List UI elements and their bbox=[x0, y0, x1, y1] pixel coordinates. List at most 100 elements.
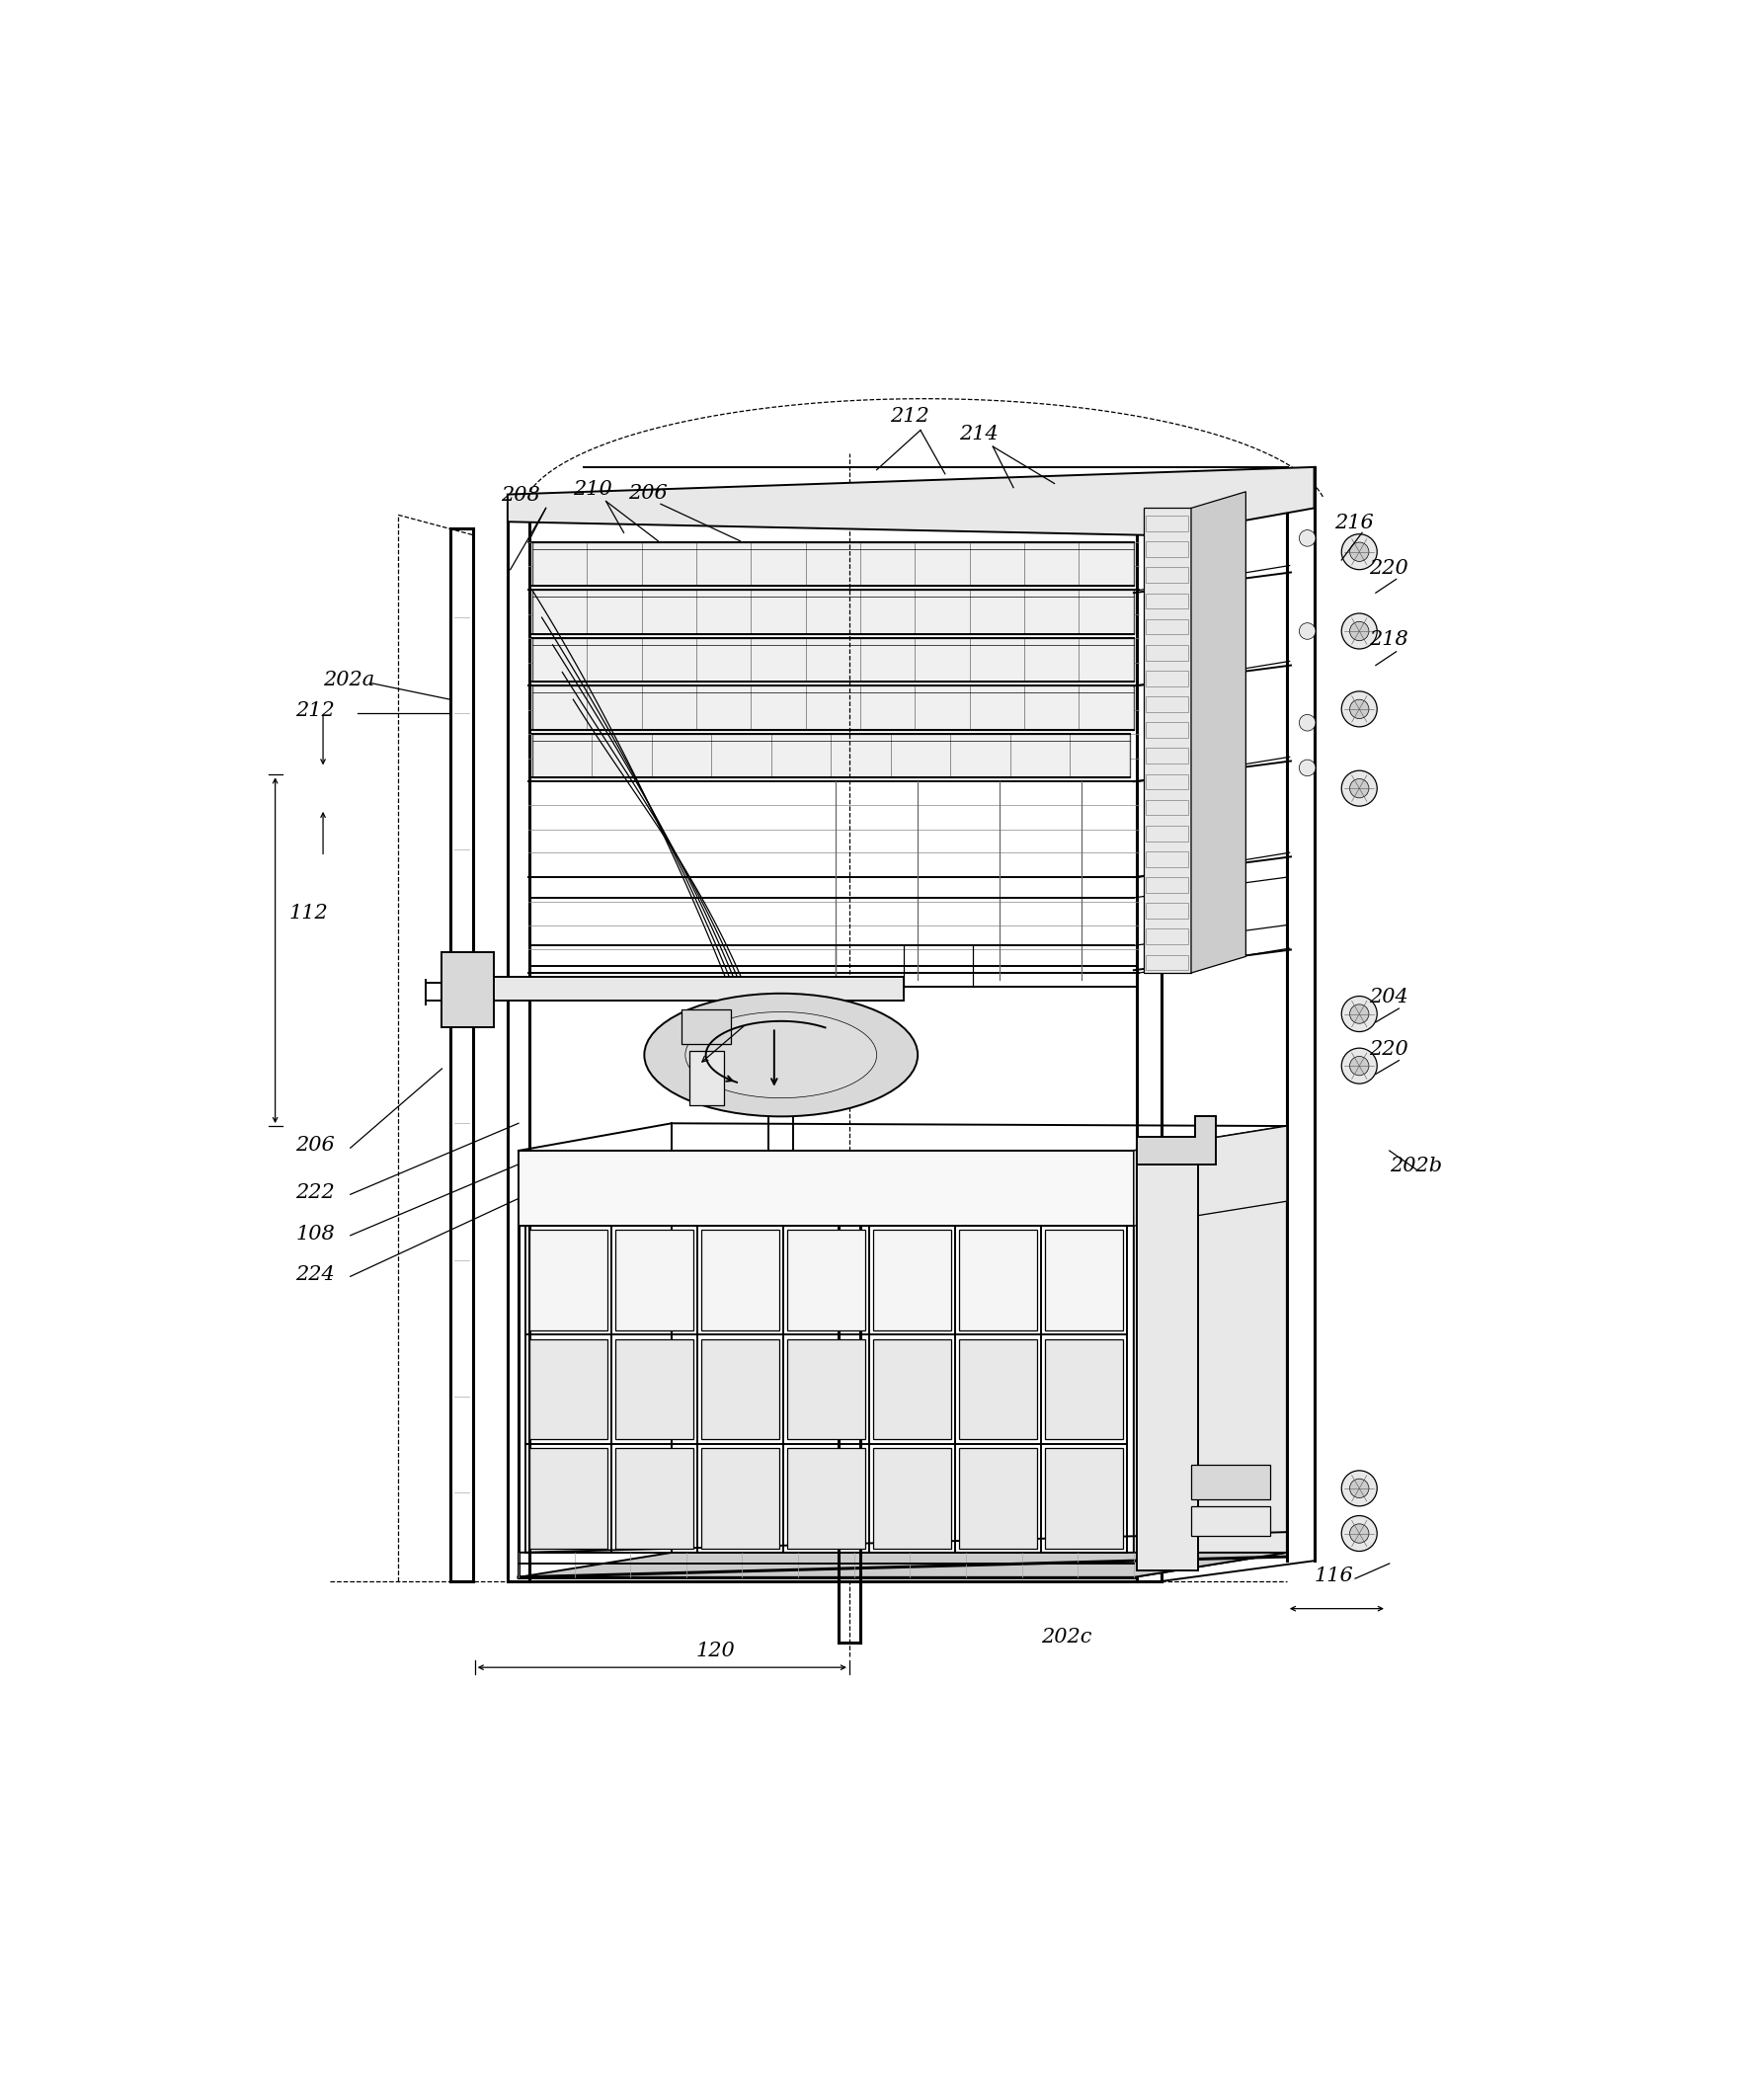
Bar bbox=[1147, 618, 1189, 635]
Polygon shape bbox=[616, 1448, 693, 1548]
Text: 206: 206 bbox=[628, 485, 667, 503]
Circle shape bbox=[1341, 1517, 1378, 1552]
Polygon shape bbox=[529, 1448, 607, 1548]
Text: 210: 210 bbox=[573, 480, 612, 499]
Bar bbox=[1147, 902, 1189, 919]
Circle shape bbox=[1341, 614, 1378, 650]
Polygon shape bbox=[616, 1339, 693, 1439]
Circle shape bbox=[1298, 623, 1316, 639]
Bar bbox=[1147, 955, 1189, 969]
Polygon shape bbox=[1191, 491, 1245, 973]
Polygon shape bbox=[787, 1448, 864, 1548]
Polygon shape bbox=[508, 468, 1314, 535]
Polygon shape bbox=[960, 1448, 1037, 1548]
Bar bbox=[1147, 516, 1189, 531]
Polygon shape bbox=[616, 1230, 693, 1331]
Circle shape bbox=[1341, 691, 1378, 727]
Polygon shape bbox=[533, 637, 1134, 681]
Circle shape bbox=[1341, 1049, 1378, 1084]
Circle shape bbox=[1349, 1057, 1369, 1076]
Bar bbox=[1147, 930, 1189, 944]
Bar bbox=[1147, 852, 1189, 867]
Text: 112: 112 bbox=[289, 902, 328, 921]
Circle shape bbox=[1349, 1523, 1369, 1544]
Text: 212: 212 bbox=[296, 702, 335, 721]
Text: 216: 216 bbox=[1335, 514, 1374, 533]
Polygon shape bbox=[960, 1339, 1037, 1439]
Bar bbox=[1147, 671, 1189, 685]
Text: 220: 220 bbox=[1369, 560, 1408, 579]
Bar bbox=[1147, 773, 1189, 790]
Polygon shape bbox=[1044, 1448, 1124, 1548]
Ellipse shape bbox=[684, 1011, 877, 1099]
Circle shape bbox=[1298, 714, 1316, 731]
Bar bbox=[1147, 568, 1189, 583]
Bar bbox=[1147, 696, 1189, 712]
Polygon shape bbox=[533, 685, 1134, 729]
Text: 224: 224 bbox=[296, 1266, 335, 1285]
Polygon shape bbox=[1044, 1230, 1124, 1331]
Bar bbox=[1136, 1157, 1198, 1571]
Text: 218: 218 bbox=[1369, 631, 1408, 650]
Text: 206: 206 bbox=[296, 1136, 335, 1155]
Bar bbox=[1147, 825, 1189, 842]
Polygon shape bbox=[529, 1230, 607, 1331]
Bar bbox=[1191, 1464, 1270, 1500]
Polygon shape bbox=[960, 1230, 1037, 1331]
Bar bbox=[1147, 800, 1189, 815]
Bar bbox=[1147, 748, 1189, 765]
Polygon shape bbox=[702, 1339, 780, 1439]
Polygon shape bbox=[702, 1448, 780, 1548]
Polygon shape bbox=[702, 1230, 780, 1331]
Bar bbox=[1147, 541, 1189, 558]
Polygon shape bbox=[1134, 1126, 1288, 1577]
Text: 204: 204 bbox=[1369, 988, 1408, 1007]
Polygon shape bbox=[533, 589, 1134, 633]
Text: 202b: 202b bbox=[1390, 1157, 1441, 1176]
Bar bbox=[681, 1009, 730, 1044]
Circle shape bbox=[1349, 543, 1369, 562]
Polygon shape bbox=[519, 1552, 1288, 1577]
Text: 116: 116 bbox=[1314, 1567, 1353, 1586]
Text: 202a: 202a bbox=[323, 671, 374, 689]
Polygon shape bbox=[1044, 1339, 1124, 1439]
Bar bbox=[1147, 593, 1189, 608]
Polygon shape bbox=[473, 978, 905, 1001]
Circle shape bbox=[1341, 535, 1378, 570]
Bar bbox=[690, 1051, 723, 1105]
Bar bbox=[1147, 646, 1189, 660]
Polygon shape bbox=[873, 1448, 951, 1548]
Polygon shape bbox=[529, 1339, 607, 1439]
Circle shape bbox=[1341, 1471, 1378, 1506]
Circle shape bbox=[1341, 771, 1378, 806]
Polygon shape bbox=[1134, 1126, 1288, 1226]
Bar bbox=[443, 953, 494, 1028]
Circle shape bbox=[1298, 760, 1316, 775]
Text: 220: 220 bbox=[1369, 1040, 1408, 1059]
Circle shape bbox=[1349, 1005, 1369, 1024]
Circle shape bbox=[1349, 1479, 1369, 1498]
Polygon shape bbox=[1136, 1116, 1215, 1164]
Text: 214: 214 bbox=[960, 424, 998, 443]
Circle shape bbox=[1298, 531, 1316, 547]
Ellipse shape bbox=[644, 994, 917, 1116]
Text: 202c: 202c bbox=[1041, 1627, 1092, 1646]
Circle shape bbox=[1349, 779, 1369, 798]
Polygon shape bbox=[533, 543, 1134, 587]
Polygon shape bbox=[787, 1230, 864, 1331]
Bar bbox=[1191, 1506, 1270, 1535]
Circle shape bbox=[1349, 700, 1369, 719]
Bar bbox=[1147, 877, 1189, 892]
Circle shape bbox=[1349, 623, 1369, 641]
Polygon shape bbox=[873, 1230, 951, 1331]
Polygon shape bbox=[533, 733, 1129, 777]
Polygon shape bbox=[873, 1339, 951, 1439]
Bar bbox=[1143, 508, 1191, 973]
Text: 108: 108 bbox=[296, 1224, 335, 1243]
Polygon shape bbox=[787, 1339, 864, 1439]
Text: 212: 212 bbox=[891, 407, 930, 426]
Text: 222: 222 bbox=[296, 1184, 335, 1203]
Bar bbox=[1147, 723, 1189, 737]
Text: 208: 208 bbox=[501, 487, 540, 506]
Text: 120: 120 bbox=[697, 1642, 736, 1661]
